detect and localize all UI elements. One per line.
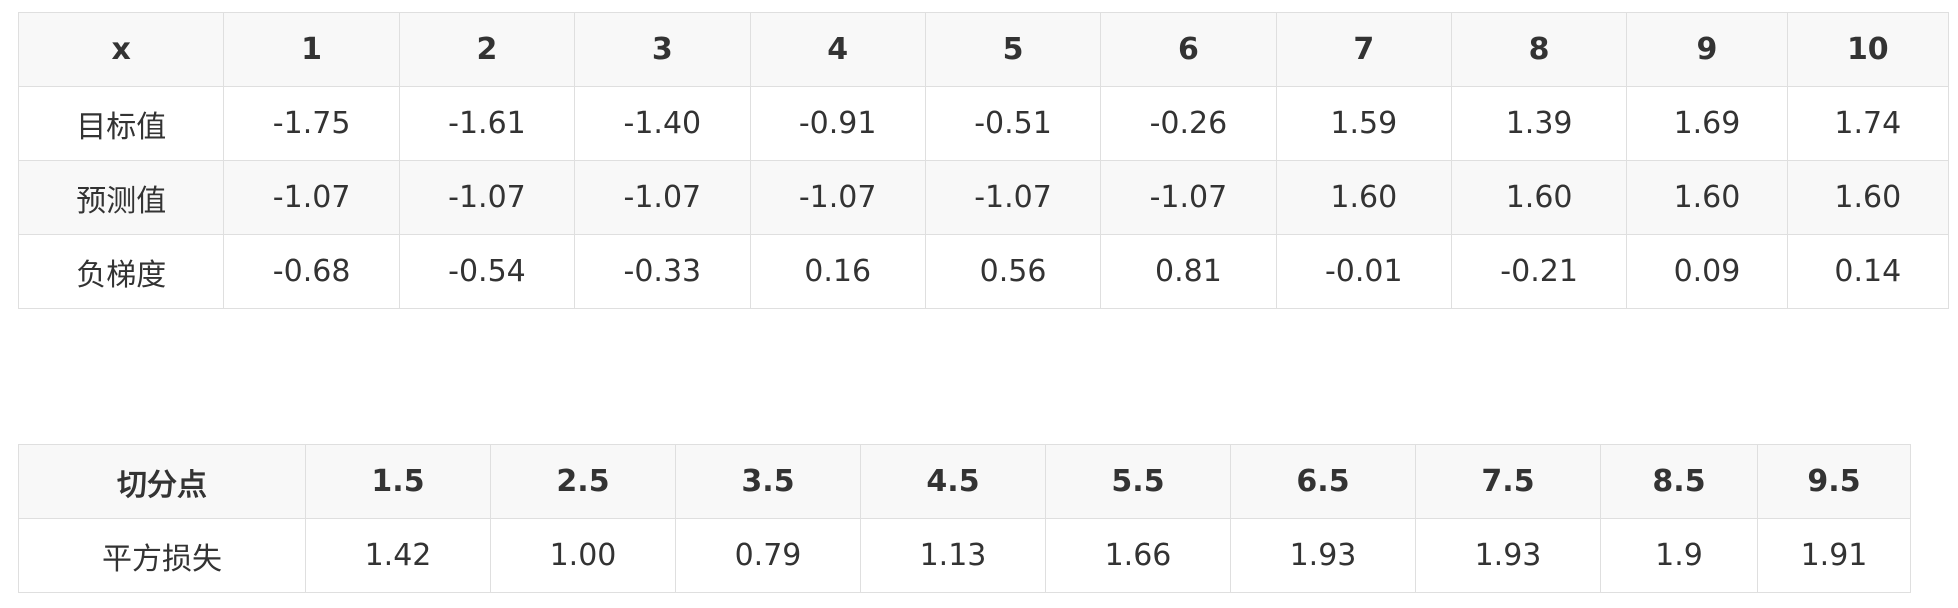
header-cell: 6.5 xyxy=(1230,444,1416,519)
table-cell: 1.42 xyxy=(305,518,491,593)
header-cell: 9 xyxy=(1626,12,1788,87)
header-cell: 5.5 xyxy=(1045,444,1231,519)
table-cell: -1.07 xyxy=(924,160,1102,235)
table-row: 负梯度 -0.68 -0.54 -0.33 0.16 0.56 0.81 -0.… xyxy=(17,234,1950,309)
table-cell: 1.00 xyxy=(490,518,676,593)
table-cell: 1.93 xyxy=(1415,518,1601,593)
table-cell: 1.91 xyxy=(1757,518,1911,593)
table-cell: 1.66 xyxy=(1045,518,1231,593)
header-cell: 9.5 xyxy=(1757,444,1911,519)
table-cell: -1.07 xyxy=(223,160,400,235)
table-cell: -0.01 xyxy=(1275,234,1452,309)
table-header-row: 切分点 1.5 2.5 3.5 4.5 5.5 6.5 7.5 8.5 9.5 xyxy=(18,444,1911,519)
header-cell: 10 xyxy=(1786,12,1950,87)
header-cell: 5 xyxy=(924,12,1102,87)
table-cell: -1.07 xyxy=(574,160,751,235)
header-cell: 8.5 xyxy=(1600,444,1758,519)
header-cell: 2.5 xyxy=(490,444,676,519)
table-cell: 1.74 xyxy=(1786,86,1950,161)
header-cell: 4 xyxy=(749,12,926,87)
table-cell: 1.59 xyxy=(1275,86,1452,161)
table-cell: 1.60 xyxy=(1450,160,1628,235)
row-label: 平方损失 xyxy=(18,518,306,593)
table-cell: -0.21 xyxy=(1450,234,1628,309)
table-cell: -1.61 xyxy=(398,86,576,161)
header-cell: 7.5 xyxy=(1415,444,1601,519)
table-cell: -0.54 xyxy=(398,234,576,309)
table-cell: 1.69 xyxy=(1626,86,1788,161)
gradient-table: x 1 2 3 4 5 6 7 8 9 10 目标值 -1.75 -1.61 -… xyxy=(17,12,1950,309)
table-cell: -0.68 xyxy=(223,234,400,309)
table-cell: 1.60 xyxy=(1786,160,1950,235)
header-cell: 1 xyxy=(223,12,400,87)
table-cell: 0.79 xyxy=(675,518,861,593)
row-label: 预测值 xyxy=(17,160,225,235)
header-cell: 1.5 xyxy=(305,444,491,519)
header-cell: 切分点 xyxy=(18,444,306,519)
table-cell: -1.40 xyxy=(574,86,751,161)
table-row: 平方损失 1.42 1.00 0.79 1.13 1.66 1.93 1.93 … xyxy=(18,518,1911,593)
table-cell: 1.13 xyxy=(860,518,1046,593)
table-cell: -1.07 xyxy=(1100,160,1277,235)
table-cell: 0.56 xyxy=(924,234,1102,309)
table-cell: -1.75 xyxy=(223,86,400,161)
header-cell: 8 xyxy=(1450,12,1628,87)
table-cell: 0.81 xyxy=(1100,234,1277,309)
table-cell: -0.33 xyxy=(574,234,751,309)
table-cell: -0.51 xyxy=(924,86,1102,161)
table-cell: 1.93 xyxy=(1230,518,1416,593)
table-cell: -1.07 xyxy=(749,160,926,235)
table-cell: 0.09 xyxy=(1626,234,1788,309)
row-label: 目标值 xyxy=(17,86,225,161)
header-cell: 6 xyxy=(1100,12,1277,87)
header-cell: 3 xyxy=(574,12,751,87)
header-cell: 7 xyxy=(1275,12,1452,87)
table-cell: -0.26 xyxy=(1100,86,1277,161)
table-cell: 1.60 xyxy=(1275,160,1452,235)
row-label: 负梯度 xyxy=(17,234,225,309)
table-row: 预测值 -1.07 -1.07 -1.07 -1.07 -1.07 -1.07 … xyxy=(17,160,1950,235)
header-cell: x xyxy=(17,12,225,87)
table-cell: 0.16 xyxy=(749,234,926,309)
table-cell: 1.60 xyxy=(1626,160,1788,235)
table-cell: 1.9 xyxy=(1600,518,1758,593)
table-cell: -0.91 xyxy=(749,86,926,161)
table-cell: 0.14 xyxy=(1786,234,1950,309)
table-row: 目标值 -1.75 -1.61 -1.40 -0.91 -0.51 -0.26 … xyxy=(17,86,1950,161)
table-cell: -1.07 xyxy=(398,160,576,235)
split-loss-table: 切分点 1.5 2.5 3.5 4.5 5.5 6.5 7.5 8.5 9.5 … xyxy=(18,444,1911,593)
header-cell: 4.5 xyxy=(860,444,1046,519)
table-cell: 1.39 xyxy=(1450,86,1628,161)
table-header-row: x 1 2 3 4 5 6 7 8 9 10 xyxy=(17,12,1950,87)
header-cell: 2 xyxy=(398,12,576,87)
header-cell: 3.5 xyxy=(675,444,861,519)
